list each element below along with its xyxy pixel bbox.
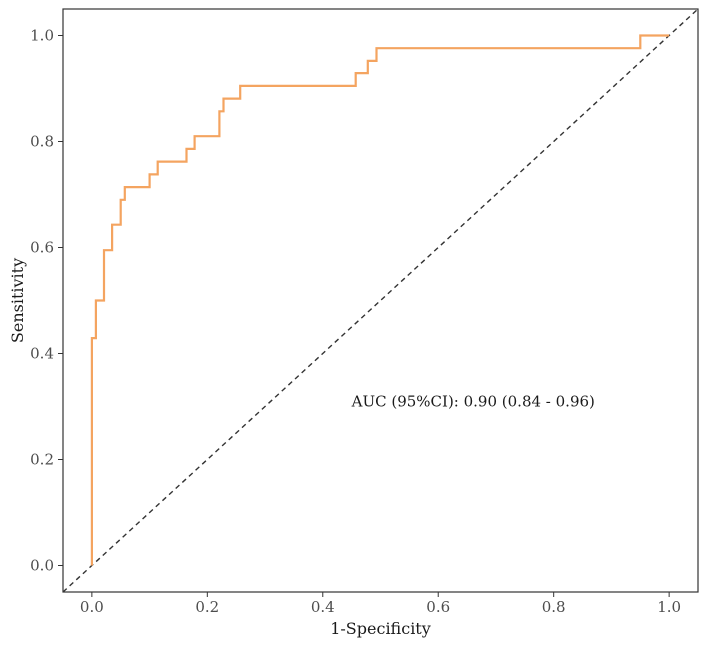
y-tick-label: 0.0: [30, 557, 54, 575]
y-axis-title: Sensitivity: [8, 258, 27, 343]
x-tick-label: 1.0: [657, 598, 681, 616]
roc-curve-layer: [90, 34, 670, 566]
x-tick-label: 0.4: [311, 598, 335, 616]
x-tick-label: 0.6: [426, 598, 450, 616]
x-tick-label: 0.0: [80, 598, 104, 616]
auc-annotation: AUC (95%CI): 0.90 (0.84 - 0.96): [351, 393, 595, 411]
x-axis-ticks: 0.0 0.2 0.4 0.6 0.8 1.0: [80, 592, 681, 616]
y-axis-ticks: 0.0 0.2 0.4 0.6 0.8 1.0: [30, 27, 63, 575]
x-axis-title: 1-Specificity: [330, 619, 431, 638]
plot-panel-border: [62, 8, 699, 593]
y-tick-label: 0.4: [30, 345, 54, 363]
y-tick-label: 1.0: [30, 27, 54, 45]
x-tick-label: 0.2: [195, 598, 219, 616]
x-tick-label: 0.8: [542, 598, 566, 616]
y-tick-label: 0.6: [30, 239, 54, 257]
y-tick-label: 0.8: [30, 133, 54, 151]
roc-curve-line: [90, 34, 670, 566]
y-tick-label: 0.2: [30, 451, 54, 469]
